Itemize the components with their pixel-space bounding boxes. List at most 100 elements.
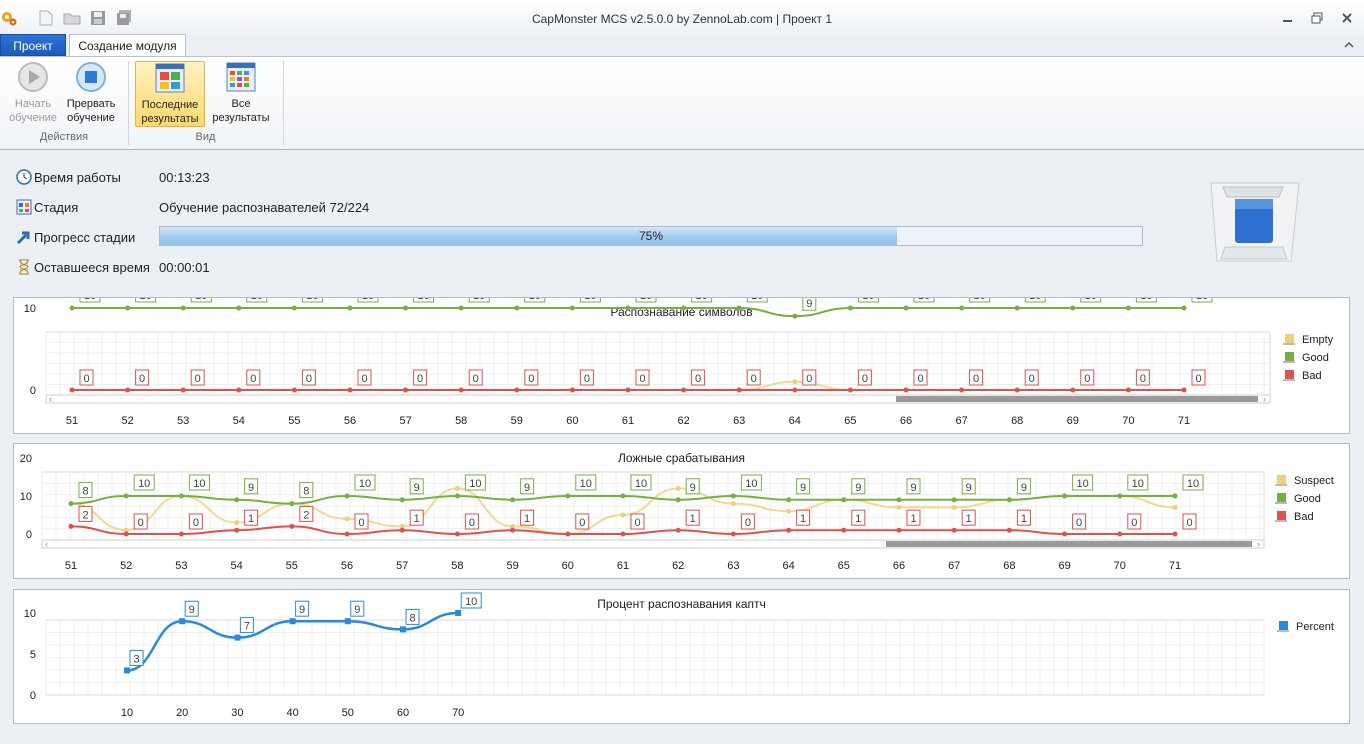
data-label: 0 (1140, 373, 1146, 385)
data-label-box (301, 369, 316, 386)
legend-label: Percent (1296, 621, 1334, 633)
close-icon[interactable] (1336, 8, 1358, 28)
data-label-box (969, 369, 984, 386)
x-tick-label: 50 (342, 707, 354, 719)
legend-marker (1277, 511, 1286, 520)
recent-results-label-2: результаты (141, 113, 199, 125)
data-point (291, 305, 297, 311)
data-point (180, 305, 186, 311)
x-tick-label: 63 (727, 560, 739, 572)
x-tick-label: 64 (789, 415, 801, 427)
x-tick-label: 68 (1003, 560, 1015, 572)
x-tick-label: 71 (1169, 560, 1181, 572)
data-label: 0 (695, 373, 701, 385)
data-label-box (579, 369, 594, 386)
scroll-right-icon: › (1263, 394, 1266, 404)
data-label: 0 (1131, 517, 1137, 529)
data-label: 9 (910, 482, 916, 494)
data-point (458, 305, 464, 311)
data-label: 8 (409, 612, 415, 624)
data-point (1006, 497, 1012, 503)
data-label: 0 (1029, 373, 1035, 385)
start-training-label-1: Начать (14, 98, 52, 110)
tab-project[interactable]: Проект (0, 34, 66, 56)
y-tick-label: 0 (26, 529, 32, 541)
open-folder-icon[interactable] (63, 9, 81, 27)
data-label-box (579, 298, 601, 303)
data-label: 10 (1085, 298, 1097, 302)
save-icon[interactable] (89, 9, 107, 27)
data-label-box (1182, 513, 1197, 530)
stop-training-button[interactable]: Прервать обучение (62, 61, 120, 127)
data-label: 9 (855, 482, 861, 494)
progress-row: Прогресс стадии (16, 228, 135, 246)
data-point (896, 504, 902, 510)
data-label-box (630, 513, 645, 530)
data-point (1006, 527, 1012, 533)
minimize-icon[interactable] (1277, 8, 1299, 28)
data-point (841, 497, 847, 503)
data-label-box (1182, 474, 1204, 491)
app-logo-icon[interactable] (0, 9, 18, 27)
x-tick-label: 70 (1122, 415, 1134, 427)
new-file-icon[interactable] (37, 9, 55, 27)
data-point (730, 501, 736, 507)
start-training-button[interactable]: Начать обучение (6, 61, 60, 127)
data-label-box (575, 513, 590, 530)
x-tick-label: 62 (677, 415, 689, 427)
data-label-box (1191, 298, 1213, 303)
data-point (289, 618, 296, 625)
data-label-box (129, 649, 144, 666)
data-label: 0 (1076, 517, 1082, 529)
x-tick-label: 57 (396, 560, 408, 572)
tab-create-module[interactable]: Создание модуля (69, 34, 186, 57)
x-tick-label: 59 (511, 415, 523, 427)
data-label: 0 (358, 517, 364, 529)
data-label: 0 (138, 517, 144, 529)
x-tick-label: 67 (955, 415, 967, 427)
recent-results-button[interactable]: Последние результаты (135, 61, 205, 127)
data-point (344, 618, 351, 625)
data-point (178, 531, 184, 537)
collapse-ribbon-icon[interactable] (1342, 38, 1356, 52)
title-bar: CapMonster MCS v2.5.0.0 by ZennoLab.com … (0, 0, 1364, 36)
legend-label: Empty (1302, 334, 1334, 346)
data-label-box (190, 369, 205, 386)
data-label-box (635, 369, 650, 386)
data-label: 10 (1076, 478, 1088, 490)
data-label: 10 (635, 478, 647, 490)
data-label-box (133, 474, 155, 491)
group-view-label: Вид (195, 131, 216, 143)
data-label-box (133, 513, 148, 530)
data-label-box (802, 369, 817, 386)
all-results-label-1: Все (231, 98, 251, 110)
data-point (234, 497, 240, 503)
data-point (565, 531, 571, 537)
data-label: 1 (855, 513, 861, 525)
uptime-row: Время работы (16, 168, 121, 186)
stage-row: Стадия (16, 198, 78, 216)
x-tick-label: 64 (782, 560, 794, 572)
all-results-button[interactable]: Все результаты (207, 61, 275, 127)
data-label: 10 (751, 298, 763, 302)
save-all-icon[interactable] (115, 9, 133, 27)
data-label: 10 (417, 298, 429, 302)
data-point (565, 493, 571, 499)
data-point (847, 305, 853, 311)
data-point (736, 305, 742, 311)
scroll-left-icon: ‹ (45, 539, 48, 549)
x-tick-label: 66 (900, 415, 912, 427)
data-label-box (685, 478, 700, 495)
data-point (620, 512, 626, 518)
restore-icon[interactable] (1306, 8, 1328, 28)
uptime-label: Время работы (34, 169, 121, 185)
data-label: 0 (584, 373, 590, 385)
data-point (180, 387, 186, 393)
data-point (125, 305, 131, 311)
progress-percent: 75% (638, 229, 664, 243)
data-point (123, 493, 129, 499)
x-tick-label: 57 (399, 415, 411, 427)
data-label: 0 (973, 373, 979, 385)
data-label-box (299, 482, 314, 499)
